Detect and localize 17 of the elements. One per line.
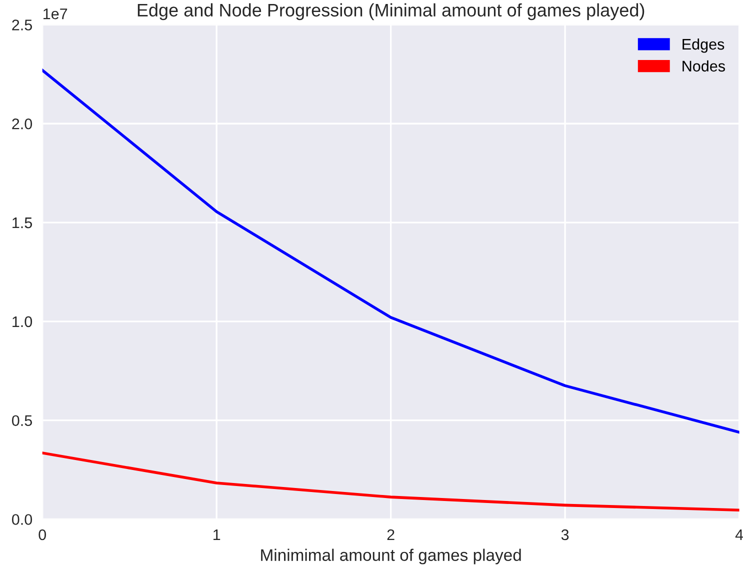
line-series: [42, 452, 740, 512]
y-tick-label: 0.5: [12, 415, 32, 426]
legend-label: Nodes: [682, 60, 725, 72]
chart-title: Edge and Node Progression (Minimal amount of games played): [138, 3, 644, 20]
y-tick-label: 2.5: [12, 20, 32, 30]
y-tick-label: 1.5: [12, 218, 32, 228]
legend-label: Edges: [682, 38, 724, 53]
y-tick-label: 0.0: [12, 514, 32, 525]
x-axis-title: Minimimal amount of games played: [261, 548, 521, 564]
y-tick-label: 2.0: [12, 118, 32, 130]
text: 1e7: [44, 8, 68, 20]
x-tick-label: 0: [38, 529, 46, 540]
x-tick-label: 3: [561, 529, 569, 540]
x-tick-label: 2: [387, 529, 394, 540]
x-tick-label: 1: [214, 530, 220, 540]
x-tick-label: 4: [735, 530, 743, 540]
y-tick-label: 1.0: [12, 316, 32, 328]
